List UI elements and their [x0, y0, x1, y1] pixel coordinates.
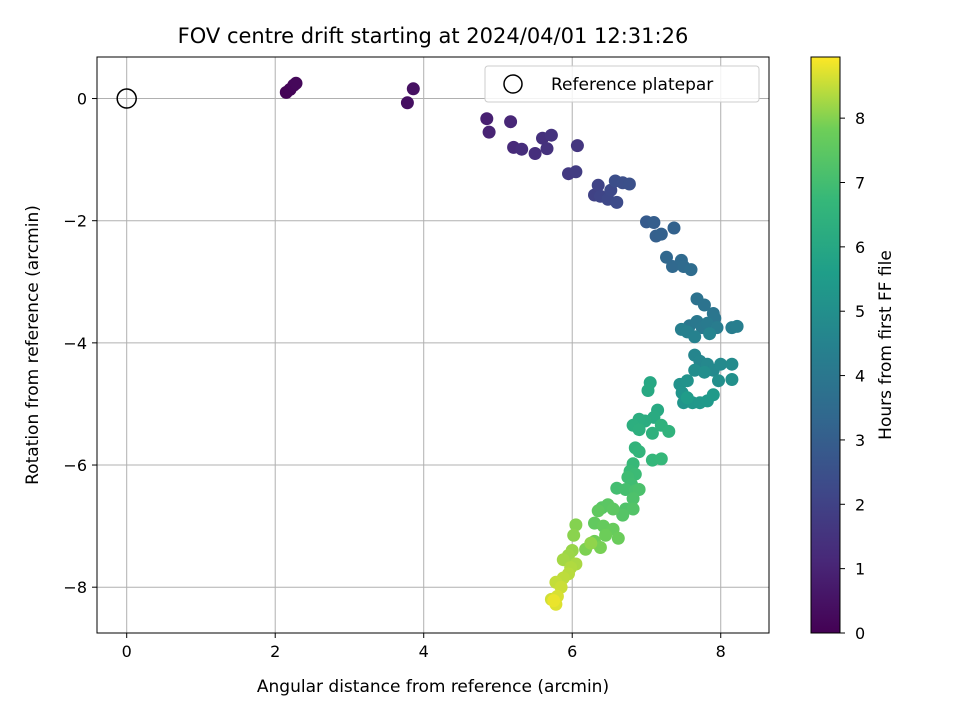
x-tick-label: 0	[122, 642, 132, 661]
data-point	[662, 424, 676, 438]
data-point	[725, 373, 739, 386]
colorbar-tick-label: 6	[855, 238, 865, 257]
data-point	[610, 195, 624, 209]
colorbar-label: Hours from first FF file	[876, 250, 896, 440]
data-point	[654, 452, 668, 466]
x-tick-label: 8	[716, 642, 726, 661]
data-point	[547, 594, 561, 608]
colorbar-tick-label: 2	[855, 495, 865, 514]
reference-platepar-marker	[116, 88, 137, 109]
plot-frame	[96, 56, 770, 634]
data-point	[591, 504, 605, 518]
data-point	[480, 112, 494, 126]
data-point	[654, 227, 668, 241]
legend: Reference platepar	[484, 65, 760, 103]
colorbar-tick-label: 8	[855, 109, 865, 128]
data-point	[504, 115, 518, 129]
data-point	[616, 508, 630, 522]
data-point	[406, 82, 420, 96]
data-point	[569, 165, 583, 179]
data-point	[680, 391, 694, 405]
data-point	[688, 330, 702, 344]
data-point	[703, 327, 717, 341]
colorbar-tick-label: 5	[855, 302, 865, 321]
colorbar-ticks: 0 1 2 3 4 5 6 7 8	[840, 109, 865, 643]
chart-title: FOV centre drift starting at 2024/04/01 …	[178, 24, 689, 48]
y-tick-label: −4	[63, 334, 87, 353]
data-point	[482, 125, 496, 139]
data-point	[725, 357, 739, 371]
data-point	[645, 426, 659, 440]
data-point	[591, 178, 605, 192]
data-point	[714, 357, 728, 371]
data-point	[632, 423, 646, 437]
data-point	[641, 384, 655, 397]
data-points	[279, 76, 744, 611]
data-point	[528, 147, 542, 160]
colorbar-tick-label: 4	[855, 367, 865, 386]
data-point	[544, 128, 558, 142]
x-tick-label: 2	[270, 642, 280, 661]
data-point	[688, 363, 702, 377]
data-point	[611, 531, 625, 545]
data-point	[619, 483, 633, 496]
data-point	[660, 250, 673, 264]
y-tick-label: −6	[63, 456, 87, 475]
colorbar-tick-label: 0	[855, 624, 865, 643]
y-axis-label: Rotation from reference (arcmin)	[23, 205, 43, 485]
data-point	[680, 374, 694, 388]
colorbar	[810, 56, 841, 634]
data-point	[667, 221, 681, 235]
y-tick-label: −8	[63, 578, 87, 597]
colorbar-tick-label: 7	[855, 173, 865, 192]
x-axis-ticks: 0 2 4 6 8	[122, 633, 726, 661]
reference-marker-layer	[116, 88, 137, 109]
data-point	[697, 365, 711, 379]
legend-reference-marker	[503, 74, 523, 94]
data-point	[606, 502, 620, 516]
data-point	[622, 177, 636, 191]
data-point	[400, 96, 414, 110]
data-point	[632, 445, 646, 459]
data-point	[626, 502, 640, 516]
data-point	[289, 76, 303, 90]
colorbar-tick-label: 1	[855, 560, 865, 579]
data-point	[584, 536, 598, 550]
x-axis-label: Angular distance from reference (arcmin)	[257, 677, 609, 697]
data-point	[515, 142, 529, 156]
data-point	[712, 374, 725, 388]
x-tick-label: 4	[419, 642, 429, 661]
legend-box	[484, 65, 760, 103]
colorbar-tick-label: 3	[855, 431, 865, 450]
x-tick-label: 6	[567, 642, 577, 661]
data-point	[626, 492, 640, 506]
data-point	[570, 139, 584, 153]
data-point	[697, 298, 711, 312]
data-point	[569, 518, 583, 532]
data-point	[647, 216, 661, 229]
y-tick-label: −2	[63, 212, 87, 231]
grid-lines	[97, 57, 769, 633]
data-point	[540, 142, 554, 156]
y-tick-label: 0	[77, 90, 87, 109]
legend-entry-reference: Reference platepar	[551, 75, 713, 95]
data-point	[706, 388, 720, 402]
data-point	[684, 263, 698, 277]
data-point	[567, 528, 581, 542]
data-point	[730, 319, 744, 333]
y-axis-ticks: 0 −2 −4 −6 −8	[63, 90, 97, 597]
data-point	[599, 528, 613, 542]
